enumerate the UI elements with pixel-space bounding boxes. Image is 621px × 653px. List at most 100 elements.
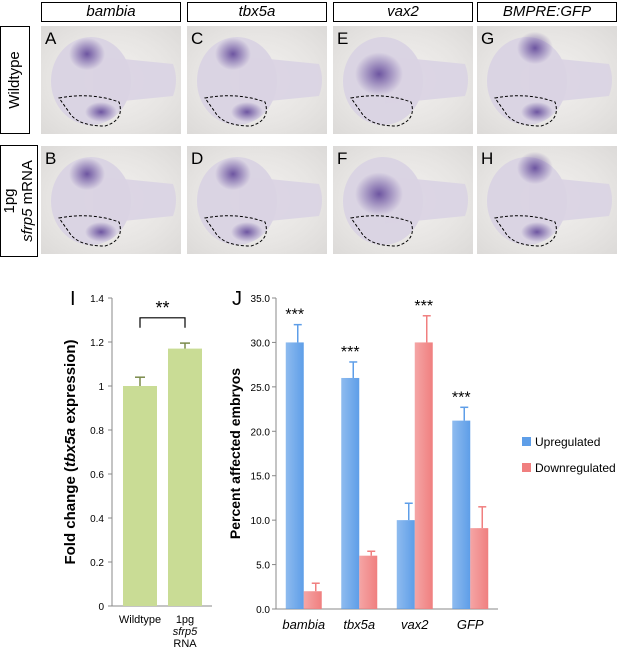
panel-label-f: F (337, 149, 348, 168)
significance-bracket (139, 317, 186, 328)
y-tick-label: 25.0 (251, 383, 271, 394)
row-label-treated-line2: sfrp5 mRNA (19, 160, 37, 242)
dashed-outline (350, 95, 413, 127)
x-tick-label: GFP (457, 617, 484, 632)
stain-region (215, 37, 251, 71)
y-tick-label: 0.8 (90, 426, 104, 437)
dashed-outline (494, 215, 557, 247)
embryo-illustration (51, 157, 176, 247)
y-tick-label: 0.0 (256, 605, 270, 616)
panel-label-a: A (45, 29, 57, 48)
y-axis-label-part: tbx5a (62, 428, 79, 467)
embryo-illustration (197, 157, 322, 247)
y-tick-label: 1.4 (90, 294, 104, 305)
bar-upregulated-bambia (285, 342, 304, 609)
dashed-outline (204, 215, 267, 247)
x-tick-label: tbx5a (343, 617, 375, 632)
panel-c: C (187, 26, 327, 134)
y-tick-label: 1.2 (90, 338, 104, 349)
ventral-stain-region (85, 222, 117, 242)
embryo-illustration (197, 37, 322, 127)
significance-marker: *** (341, 344, 360, 361)
column-header-bmpre-gfp: BMPRE:GFP (477, 2, 617, 22)
ventral-stain-region (85, 102, 117, 122)
stain-region (215, 157, 251, 191)
embryo-illustration (487, 31, 612, 127)
row-label-wildtype-text: Wildtype (6, 51, 23, 109)
x-tick-label: 1pg (176, 614, 194, 626)
y-tick-label: 0.2 (90, 558, 104, 569)
column-header-tbx5a: tbx5a (187, 2, 327, 22)
ventral-stain-region (521, 102, 553, 122)
legend-swatch-downregulated (522, 463, 531, 472)
legend-swatch-upregulated (522, 437, 531, 446)
panel-label-i: I (70, 288, 76, 310)
y-axis-label: Fold change (tbx5a expression) (62, 339, 79, 564)
embryo-illustration (487, 151, 612, 247)
panel-label-h: H (481, 149, 494, 168)
column-header-bambia: bambia (41, 2, 181, 22)
chart-j: J 0.0 5.0 10.0 15.0 20.0 25.0 30.0 35.0 Percent a… (227, 288, 616, 632)
stain-region (355, 52, 403, 96)
panel-b: B (41, 146, 181, 254)
ventral-stain-region (231, 222, 263, 242)
significance-marker: *** (285, 307, 304, 324)
y-axis-label-part: Fold change ( (62, 467, 79, 565)
bar-downregulated-bambia (303, 591, 322, 609)
bar-upregulated-GFP (452, 420, 471, 609)
legend-label-upregulated: Upregulated (535, 435, 600, 449)
panel-g: G (477, 26, 617, 134)
stain-region (355, 172, 403, 216)
y-tick-label: 15.0 (251, 472, 271, 483)
y-tick-label: 30.0 (251, 338, 271, 349)
ventral-stain-region (231, 102, 263, 122)
x-tick-label: RNA (173, 638, 197, 650)
y-axis-label-part: expression) (62, 339, 79, 427)
embryo-illustration (343, 157, 468, 247)
panel-label-g: G (481, 29, 495, 48)
panel-label-j: J (232, 288, 242, 310)
embryo-illustration (51, 37, 176, 127)
ventral-stain-region (521, 222, 553, 242)
x-tick-label: vax2 (401, 617, 429, 632)
row-label-treated-text: 1pg sfrp5 mRNA (1, 160, 37, 242)
significance-marker: ** (155, 298, 169, 318)
legend-label-downregulated: Downregulated (535, 461, 616, 475)
column-header-vax2: vax2 (333, 2, 473, 22)
panel-f: F (333, 146, 473, 254)
bar-downregulated-vax2 (414, 342, 433, 609)
dashed-outline (58, 95, 121, 127)
y-tick-label: 10.0 (251, 516, 271, 527)
row-label-sfrp5: sfrp5 (19, 208, 36, 242)
embryo-illustration (343, 37, 468, 127)
bar-downregulated-tbx5a (359, 555, 378, 609)
panel-label-e: E (337, 29, 349, 48)
row-label-mrna: mRNA (19, 160, 36, 209)
y-tick-label: 0.4 (90, 514, 104, 525)
y-tick-label: 0 (98, 602, 104, 613)
significance-marker: *** (452, 389, 471, 406)
stain-region (69, 157, 105, 191)
y-tick-label: 1 (98, 382, 104, 393)
bar-downregulated-GFP (470, 528, 489, 609)
row-label-treated: 1pg sfrp5 mRNA (0, 145, 38, 257)
panel-label-d: D (191, 149, 204, 168)
row-label-wildtype: Wildtype (0, 26, 30, 134)
bar-upregulated-tbx5a (341, 377, 360, 609)
bar-wildtype (123, 386, 157, 606)
dashed-outline (204, 95, 267, 127)
y-tick-label: 0.6 (90, 470, 104, 481)
chart-i: I 0 0.2 0.4 0.6 0.8 1 1.2 1.4 Fold change (tbx5a … (62, 288, 212, 650)
bar-sfrp5 (168, 348, 202, 606)
x-tick-label: bambia (282, 617, 325, 632)
stain-region (69, 37, 105, 71)
y-axis-label: Percent affected embryos (227, 368, 243, 539)
stain-region (517, 31, 553, 65)
stain-region (517, 151, 553, 185)
y-tick-label: 20.0 (251, 427, 271, 438)
x-tick-label: Wildtype (119, 614, 161, 626)
dashed-outline (350, 215, 413, 247)
panel-d: D (187, 146, 327, 254)
panel-label-b: B (45, 149, 57, 168)
panel-e: E (333, 26, 473, 134)
